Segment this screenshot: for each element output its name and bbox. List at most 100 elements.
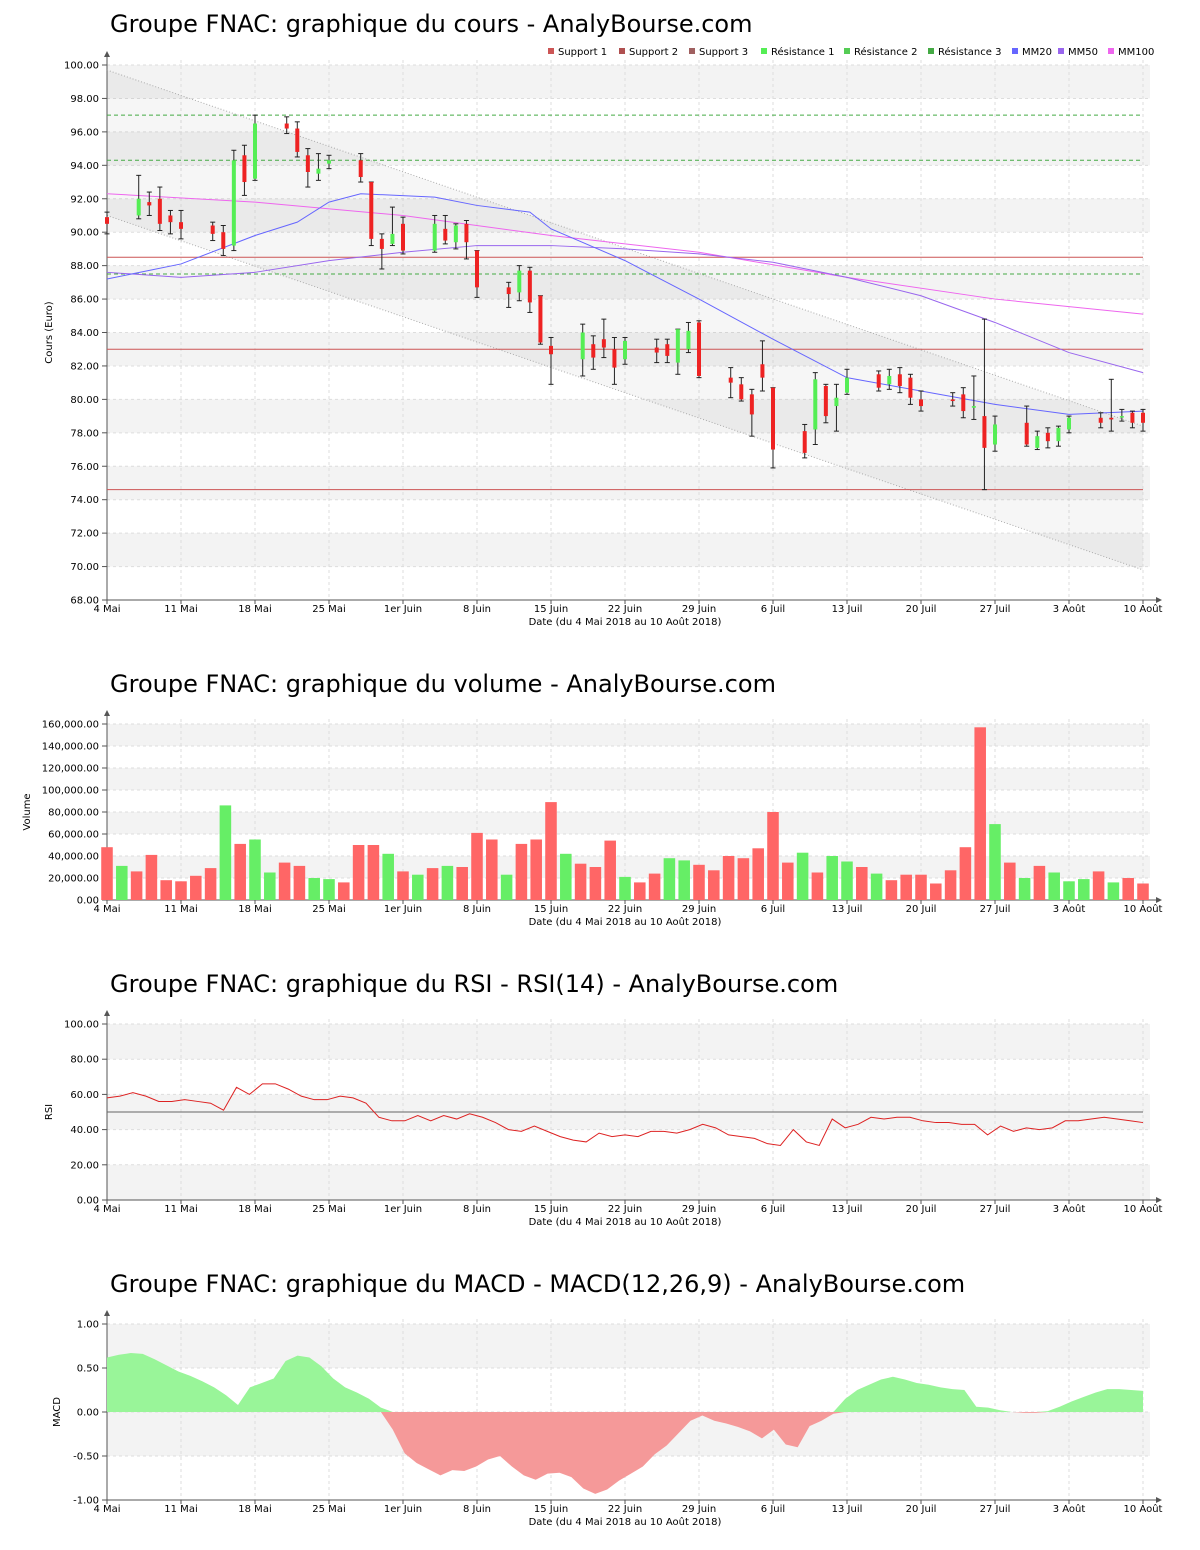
volume-bar-up	[826, 856, 838, 900]
candle-down	[697, 322, 701, 376]
candle-down	[823, 386, 828, 417]
y-tick-label: 92.00	[70, 194, 99, 205]
x-tick-label: 10 Août	[1124, 903, 1163, 915]
x-axis-arrow	[1156, 1497, 1162, 1503]
volume-bar-down	[367, 845, 380, 900]
volume-bar-down	[767, 812, 779, 900]
y-tick-label: 82.00	[70, 361, 99, 372]
y-tick-label: 72.00	[70, 529, 99, 540]
x-tick-label: 22 Juin	[608, 1204, 642, 1215]
candle-down	[147, 202, 152, 206]
volume-bar-down	[1004, 862, 1016, 900]
y-tick-label: 140,000.00	[42, 742, 99, 753]
y-tick-label: 160,000.00	[42, 720, 99, 731]
volume-bar-down	[293, 865, 306, 900]
legend-swatch	[844, 48, 850, 54]
volume-bar-up	[1107, 882, 1120, 900]
candle-down	[654, 347, 659, 353]
volume-bar-down	[1033, 865, 1046, 900]
candle-down	[665, 344, 670, 356]
legend-swatch	[619, 48, 625, 54]
x-axis-arrow	[1156, 597, 1162, 603]
y-tick-label: -0.50	[73, 1452, 99, 1463]
x-tick-label: 4 Mai	[93, 1204, 120, 1215]
x-axis-arrow	[1156, 897, 1162, 903]
x-tick-label: 8 Juin	[463, 604, 491, 615]
candle-up	[834, 397, 839, 407]
candle-down	[771, 387, 775, 450]
x-axis-title: Date (du 4 Mai 2018 au 10 Août 2018)	[529, 616, 722, 628]
volume-bar-down	[1137, 883, 1149, 900]
rsi-line	[106, 1083, 1144, 1147]
mm100-line	[106, 193, 1144, 315]
volume-bar-down	[145, 854, 158, 900]
candle-down	[1141, 412, 1145, 423]
grid-band	[107, 768, 1150, 790]
candle-down	[749, 394, 754, 415]
volume-bar-up	[116, 865, 128, 900]
candle-down	[221, 232, 226, 249]
y-tick-label: 100,000.00	[42, 786, 99, 797]
grid-band	[107, 399, 1150, 433]
grid-band	[107, 533, 1150, 567]
volume-bar-down	[1122, 878, 1134, 900]
y-tick-label: 70.00	[70, 562, 99, 573]
candle-down	[475, 250, 479, 288]
x-tick-label: 15 Juin	[534, 1504, 568, 1515]
x-axis-title: Date (du 4 Mai 2018 au 10 Août 2018)	[529, 1216, 722, 1228]
y-axis-arrow	[104, 51, 110, 57]
candle-down	[1024, 422, 1029, 445]
x-tick-label: 11 Mai	[164, 604, 197, 615]
volume-bar-down	[204, 868, 217, 900]
y-axis-arrow	[104, 1310, 110, 1316]
x-tick-label: 25 Mai	[312, 904, 345, 915]
legend-label: Résistance 3	[938, 46, 1001, 58]
legend-label: Support 3	[699, 47, 748, 58]
price-chart-title: Groupe FNAC: graphique du cours - AnalyB…	[110, 10, 753, 38]
y-tick-label: 40,000.00	[48, 852, 99, 863]
volume-bar-down	[160, 880, 172, 900]
volume-bar-down	[752, 848, 764, 900]
trend-channel-upper	[106, 69, 1144, 427]
volume-bar-up	[663, 858, 676, 900]
x-axis-arrow	[1156, 1197, 1162, 1203]
y-tick-label: 1.00	[77, 1320, 99, 1331]
candle-down	[295, 128, 300, 152]
candle-down	[538, 295, 543, 343]
volume-bar-down	[338, 882, 350, 900]
volume-bar-up	[1063, 881, 1075, 900]
x-tick-label: 4 Mai	[93, 904, 120, 915]
volume-panel: Groupe FNAC: graphique du volume - Analy…	[0, 660, 1200, 950]
legend-swatch	[928, 48, 934, 54]
y-tick-label: 40.00	[70, 1125, 99, 1136]
volume-bar-down	[1092, 871, 1105, 900]
candle-down	[876, 374, 881, 388]
candle-down	[760, 364, 765, 378]
grid-band	[107, 812, 1150, 834]
y-tick-label: 80.00	[70, 395, 99, 406]
candle-down	[549, 345, 553, 355]
y-axis-title: RSI	[44, 1104, 55, 1120]
candle-up	[1035, 436, 1040, 448]
volume-bar-down	[456, 867, 468, 900]
grid-band	[107, 131, 1150, 166]
volume-bar-down	[278, 862, 291, 900]
grid-band	[107, 65, 1150, 99]
volume-bar-down	[130, 871, 143, 900]
x-tick-label: 3 Août	[1053, 1503, 1086, 1515]
price-panel: Groupe FNAC: graphique du cours - AnalyB…	[0, 0, 1200, 650]
candle-up	[517, 270, 522, 293]
y-tick-label: 100.00	[64, 61, 99, 72]
x-tick-label: 1er Juin	[384, 604, 422, 615]
volume-bar-up	[678, 860, 690, 900]
x-tick-label: 3 Août	[1053, 603, 1086, 615]
x-tick-label: 13 Juil	[832, 1204, 863, 1215]
candle-up	[675, 329, 680, 363]
volume-bar-down	[486, 839, 498, 900]
candle-down	[739, 384, 744, 400]
y-tick-label: 78.00	[70, 428, 99, 439]
grid-band	[107, 1024, 1150, 1060]
x-tick-label: 10 Août	[1124, 603, 1163, 615]
candle-down	[1130, 412, 1135, 423]
y-axis-title: MACD	[52, 1397, 63, 1427]
